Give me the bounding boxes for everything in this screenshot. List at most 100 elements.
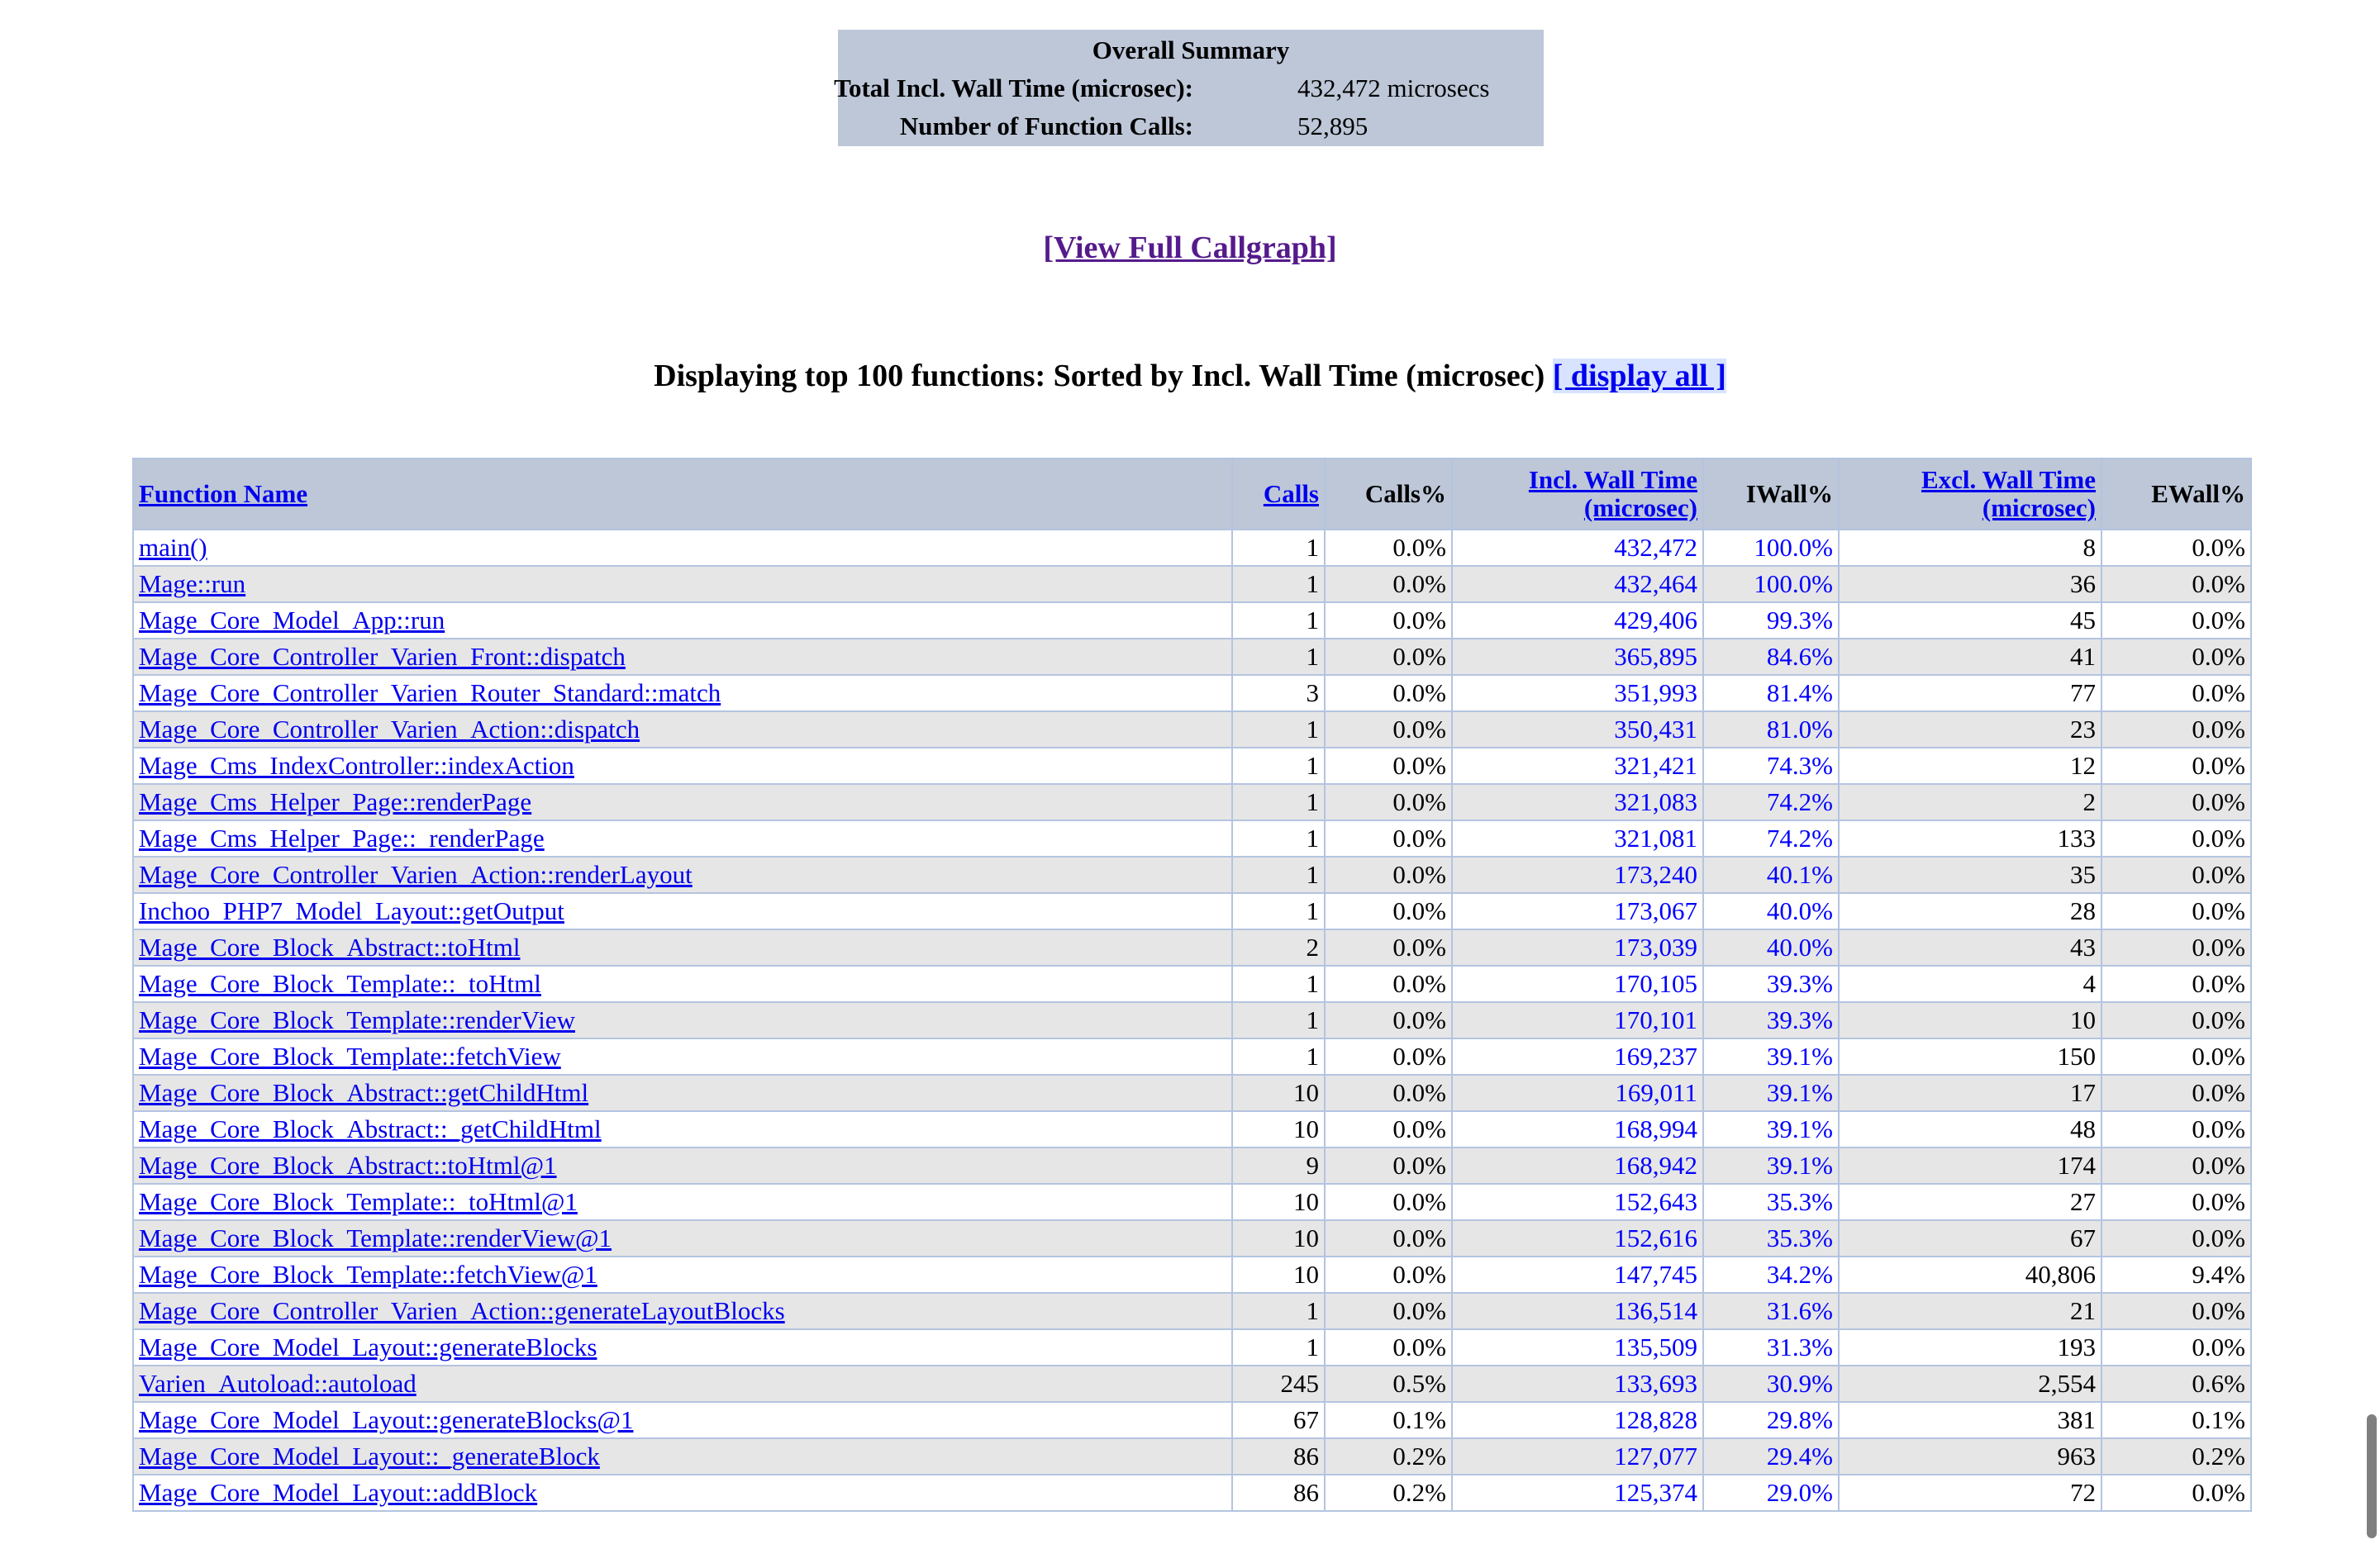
ewall-pct-cell: 0.0%: [2101, 638, 2252, 676]
function-name-link[interactable]: Mage_Core_Model_Layout::generateBlocks@1: [139, 1405, 634, 1434]
table-row: Varien_Autoload::autoload 245 0.5% 133,693 3…: [132, 1365, 2252, 1403]
calls-cell: 1: [1231, 892, 1326, 930]
function-name-cell: Mage_Core_Model_App::run: [132, 601, 1233, 639]
incl-wall-cell: 429,406: [1451, 601, 1704, 639]
table-row: Mage_Core_Model_Layout::addBlock 86 0.2% 12…: [132, 1474, 2252, 1512]
incl-wall-header-line2: (microsec): [1583, 493, 1697, 522]
ewall-pct-cell: 0.0%: [2101, 710, 2252, 748]
function-name-link[interactable]: Mage_Core_Block_Template::renderView@1: [139, 1224, 612, 1252]
function-name-cell: Mage_Core_Block_Template::fetchView: [132, 1038, 1233, 1076]
table-row: Mage_Core_Controller_Varien_Front::dispa…: [132, 638, 2252, 676]
calls-cell: 86: [1231, 1474, 1326, 1512]
calls-cell: 1: [1231, 565, 1326, 603]
table-row: Mage_Core_Model_App::run 1 0.0% 429,406 99.3…: [132, 601, 2252, 639]
function-name-link[interactable]: Mage_Core_Controller_Varien_Action::rend…: [139, 860, 693, 889]
calls-pct-cell: 0.0%: [1324, 1074, 1453, 1112]
col-header-function-name[interactable]: Function Name: [132, 458, 1233, 530]
function-name-cell: Mage_Core_Model_Layout::generateBlocks@1: [132, 1401, 1233, 1439]
function-name-link[interactable]: Mage_Core_Block_Template::fetchView@1: [139, 1260, 597, 1289]
iwall-pct-cell: 81.0%: [1702, 710, 1840, 748]
function-name-link[interactable]: Mage_Core_Block_Template::fetchView: [139, 1042, 561, 1071]
calls-cell: 10: [1231, 1074, 1326, 1112]
function-name-link[interactable]: Mage_Core_Model_App::run: [139, 606, 445, 634]
function-name-link[interactable]: Mage_Core_Model_Layout::generateBlocks: [139, 1333, 597, 1361]
function-name-link[interactable]: Mage_Cms_IndexController::indexAction: [139, 751, 574, 780]
sort-excl-wall-link[interactable]: Excl. Wall Time (microsec): [1921, 465, 2096, 522]
function-name-link[interactable]: Mage_Core_Controller_Varien_Router_Stand…: [139, 678, 721, 707]
excl-wall-cell: 2,554: [1838, 1365, 2102, 1403]
function-name-link[interactable]: Mage_Core_Block_Template::_toHtml: [139, 969, 541, 998]
iwall-pct-cell: 99.3%: [1702, 601, 1840, 639]
function-name-link[interactable]: Mage_Core_Controller_Varien_Action::disp…: [139, 715, 640, 744]
iwall-pct-cell: 39.1%: [1702, 1110, 1840, 1148]
calls-cell: 1: [1231, 783, 1326, 821]
col-header-calls[interactable]: Calls: [1231, 458, 1326, 530]
function-name-link[interactable]: Mage_Core_Block_Abstract::_getChildHtml: [139, 1114, 602, 1143]
function-name-link[interactable]: main(): [139, 533, 207, 562]
function-name-link[interactable]: Varien_Autoload::autoload: [139, 1369, 416, 1398]
function-name-link[interactable]: Mage_Core_Controller_Varien_Front::dispa…: [139, 642, 626, 671]
calls-cell: 1: [1231, 710, 1326, 748]
ewall-pct-cell: 0.0%: [2101, 1110, 2252, 1148]
function-name-link[interactable]: Mage_Cms_Helper_Page::_renderPage: [139, 824, 545, 853]
sort-heading: Displaying top 100 functions: Sorted by …: [0, 358, 2380, 394]
incl-wall-cell: 147,745: [1451, 1256, 1704, 1294]
calls-pct-cell: 0.0%: [1324, 747, 1453, 785]
ewall-pct-cell: 0.0%: [2101, 565, 2252, 603]
function-name-cell: Mage_Core_Controller_Varien_Front::dispa…: [132, 638, 1233, 676]
function-name-cell: Mage_Cms_Helper_Page::renderPage: [132, 783, 1233, 821]
function-name-link[interactable]: Mage_Core_Block_Template::renderView: [139, 1005, 575, 1034]
summary-calls-value: 52,895: [1297, 112, 1368, 140]
col-header-incl-wall[interactable]: Incl. Wall Time (microsec): [1451, 458, 1704, 530]
excl-wall-cell: 10: [1838, 1001, 2102, 1039]
ewall-pct-cell: 0.6%: [2101, 1365, 2252, 1403]
function-name-link[interactable]: Mage::run: [139, 569, 246, 598]
sort-calls-link[interactable]: Calls: [1263, 479, 1319, 508]
function-name-link[interactable]: Mage_Core_Model_Layout::addBlock: [139, 1478, 538, 1507]
excl-wall-cell: 35: [1838, 856, 2102, 894]
function-name-cell: Mage_Core_Controller_Varien_Action::rend…: [132, 856, 1233, 894]
function-name-link[interactable]: Mage_Core_Block_Abstract::getChildHtml: [139, 1078, 589, 1107]
table-row: main() 1 0.0% 432,472 100.0% 8 0.0%: [132, 529, 2252, 567]
display-all-link[interactable]: [ display all ]: [1552, 359, 1726, 393]
incl-wall-cell: 351,993: [1451, 674, 1704, 712]
view-full-callgraph-link[interactable]: [View Full Callgraph]: [1043, 230, 1337, 265]
iwall-pct-cell: 29.4%: [1702, 1437, 1840, 1475]
incl-wall-cell: 365,895: [1451, 638, 1704, 676]
summary-calls-row: Number of Function Calls: 52,895: [838, 107, 1544, 145]
iwall-pct-cell: 35.3%: [1702, 1183, 1840, 1221]
function-name-cell: Mage_Core_Block_Abstract::toHtml: [132, 929, 1233, 967]
sort-function-name-link[interactable]: Function Name: [139, 479, 308, 508]
excl-wall-cell: 28: [1838, 892, 2102, 930]
iwall-pct-cell: 31.3%: [1702, 1328, 1840, 1366]
table-row: Mage_Core_Model_Layout::generateBlocks 1 0…: [132, 1328, 2252, 1366]
function-name-link[interactable]: Inchoo_PHP7_Model_Layout::getOutput: [139, 896, 564, 925]
incl-wall-cell: 350,431: [1451, 710, 1704, 748]
vertical-scrollbar-thumb[interactable]: [2367, 1414, 2377, 1538]
calls-pct-cell: 0.0%: [1324, 529, 1453, 567]
calls-cell: 10: [1231, 1183, 1326, 1221]
calls-pct-cell: 0.5%: [1324, 1365, 1453, 1403]
function-name-cell: Mage_Core_Block_Template::renderView: [132, 1001, 1233, 1039]
incl-wall-cell: 173,067: [1451, 892, 1704, 930]
excl-wall-cell: 21: [1838, 1292, 2102, 1330]
iwall-pct-cell: 39.3%: [1702, 1001, 1840, 1039]
function-name-link[interactable]: Mage_Core_Block_Abstract::toHtml@1: [139, 1151, 557, 1180]
calls-pct-cell: 0.2%: [1324, 1474, 1453, 1512]
excl-wall-cell: 193: [1838, 1328, 2102, 1366]
incl-wall-cell: 152,643: [1451, 1183, 1704, 1221]
function-name-link[interactable]: Mage_Core_Controller_Varien_Action::gene…: [139, 1296, 785, 1325]
calls-pct-cell: 0.0%: [1324, 638, 1453, 676]
function-name-link[interactable]: Mage_Core_Block_Template::_toHtml@1: [139, 1187, 578, 1216]
excl-wall-cell: 17: [1838, 1074, 2102, 1112]
excl-wall-cell: 40,806: [1838, 1256, 2102, 1294]
sort-incl-wall-link[interactable]: Incl. Wall Time (microsec): [1529, 465, 1697, 522]
excl-wall-cell: 150: [1838, 1038, 2102, 1076]
function-name-link[interactable]: Mage_Core_Block_Abstract::toHtml: [139, 933, 521, 962]
ewall-pct-cell: 0.0%: [2101, 820, 2252, 858]
incl-wall-cell: 125,374: [1451, 1474, 1704, 1512]
col-header-excl-wall[interactable]: Excl. Wall Time (microsec): [1838, 458, 2102, 530]
calls-pct-cell: 0.1%: [1324, 1401, 1453, 1439]
function-name-link[interactable]: Mage_Cms_Helper_Page::renderPage: [139, 787, 532, 816]
function-name-link[interactable]: Mage_Core_Model_Layout::_generateBlock: [139, 1442, 600, 1471]
